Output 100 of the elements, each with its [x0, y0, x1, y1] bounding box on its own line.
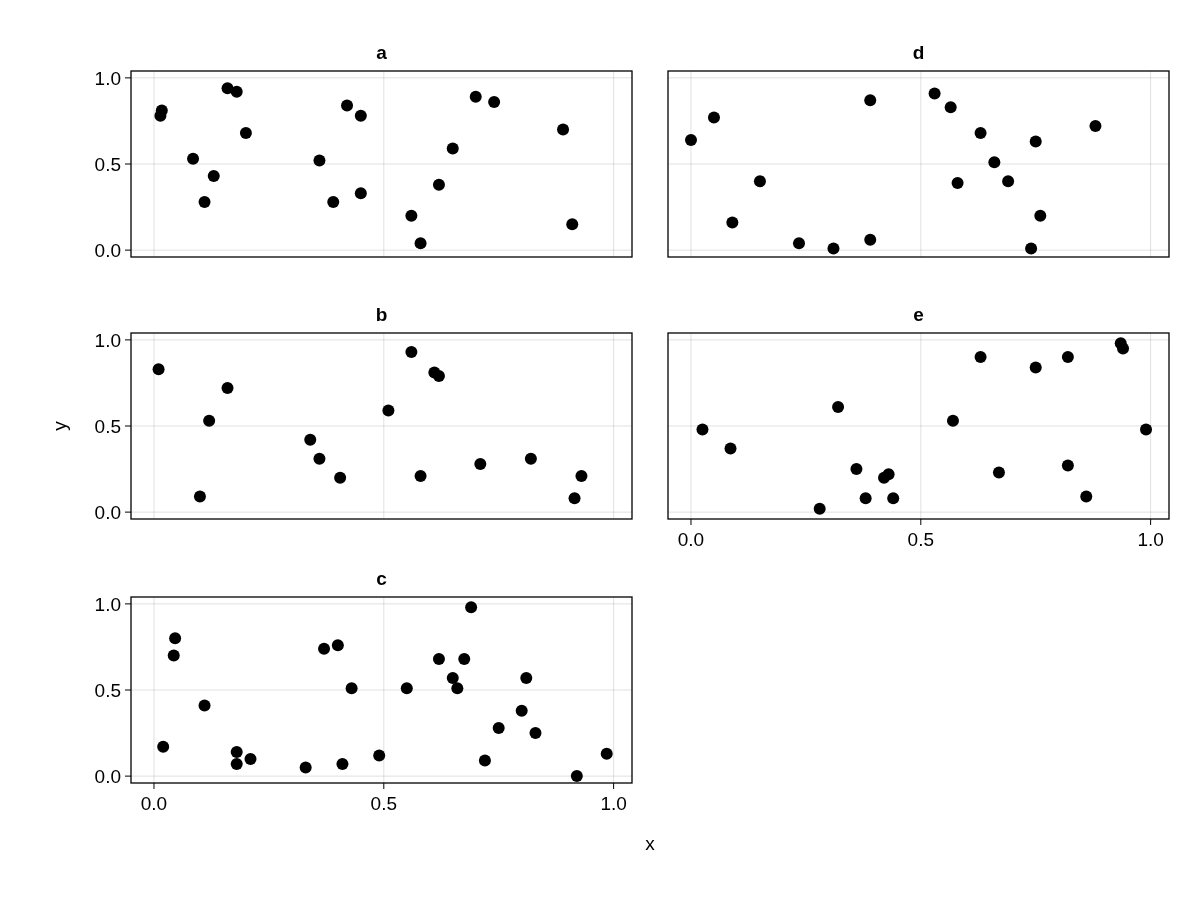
point — [405, 209, 418, 222]
point — [827, 242, 840, 255]
point — [341, 99, 354, 112]
point — [221, 382, 234, 395]
point — [230, 85, 243, 98]
x-axis-title: x — [645, 833, 656, 854]
point — [575, 469, 588, 482]
point — [1029, 135, 1042, 148]
point — [334, 471, 347, 484]
point — [944, 101, 957, 114]
x-tick-label: 0.5 — [370, 793, 398, 814]
point — [813, 502, 826, 515]
x-tick-label: 0.0 — [140, 793, 168, 814]
point — [198, 699, 211, 712]
point — [988, 156, 1001, 169]
point — [793, 237, 805, 250]
point — [318, 642, 331, 655]
point — [331, 639, 344, 652]
point — [1025, 242, 1038, 255]
point — [724, 442, 737, 455]
point — [345, 682, 358, 695]
point — [928, 87, 941, 100]
point — [864, 94, 877, 107]
point — [1034, 209, 1047, 222]
point — [1089, 120, 1102, 133]
y-tick-label: 1.0 — [94, 67, 121, 89]
point — [446, 671, 459, 684]
point — [354, 109, 367, 122]
point — [446, 142, 459, 155]
point — [520, 671, 533, 684]
point — [492, 721, 505, 734]
chart-title: e — [913, 304, 924, 325]
point — [354, 187, 367, 200]
point — [478, 754, 491, 767]
point — [1061, 459, 1074, 472]
y-tick-label: 0.0 — [94, 765, 121, 787]
chart-title: d — [912, 42, 925, 63]
point — [570, 770, 583, 783]
point — [859, 492, 872, 505]
point — [152, 363, 165, 376]
point — [1029, 361, 1042, 374]
x-tick-label: 0.5 — [907, 529, 935, 550]
point — [432, 370, 445, 383]
y-tick-label: 0.0 — [94, 239, 121, 261]
point — [405, 345, 418, 358]
point — [432, 178, 445, 191]
x-tick-label: 0.0 — [677, 529, 705, 550]
point — [1117, 342, 1130, 355]
point — [488, 96, 501, 108]
point — [474, 457, 487, 470]
point — [1002, 175, 1015, 188]
point — [239, 127, 252, 139]
x-tick-label: 1.0 — [600, 793, 627, 814]
point — [1080, 490, 1093, 503]
point — [414, 237, 427, 250]
point — [167, 649, 180, 662]
point — [313, 154, 326, 167]
y-axis-title: y — [49, 420, 70, 431]
point — [864, 233, 877, 246]
point — [753, 175, 766, 188]
chart-title: b — [375, 304, 388, 325]
point — [432, 653, 445, 665]
y-tick-label: 1.0 — [94, 329, 121, 351]
point — [882, 468, 895, 481]
point — [203, 414, 216, 427]
y-tick-label: 0.5 — [94, 153, 121, 175]
point — [684, 133, 697, 146]
point — [566, 218, 579, 231]
y-tick-label: 0.5 — [94, 415, 121, 437]
point — [382, 404, 395, 417]
point — [600, 747, 613, 760]
point — [157, 740, 170, 753]
point — [529, 727, 542, 740]
point — [951, 176, 964, 189]
point — [451, 682, 464, 695]
point — [1061, 351, 1074, 364]
point — [557, 123, 570, 136]
point — [887, 492, 900, 505]
point — [244, 752, 257, 765]
point — [299, 761, 312, 774]
point — [469, 90, 482, 103]
y-tick-label: 1.0 — [94, 593, 121, 615]
point — [230, 758, 243, 771]
point — [230, 746, 243, 758]
point — [524, 452, 537, 465]
y-tick-label: 0.5 — [94, 679, 121, 701]
point — [193, 490, 206, 503]
point — [373, 749, 386, 762]
point — [465, 601, 478, 614]
chart-title: c — [376, 568, 388, 589]
point — [726, 216, 739, 229]
point — [974, 127, 987, 139]
point — [313, 452, 326, 465]
point — [400, 682, 413, 695]
point — [515, 704, 528, 717]
point — [946, 414, 959, 427]
point — [304, 433, 317, 446]
point — [198, 195, 211, 208]
point — [832, 401, 845, 414]
point — [207, 170, 220, 183]
